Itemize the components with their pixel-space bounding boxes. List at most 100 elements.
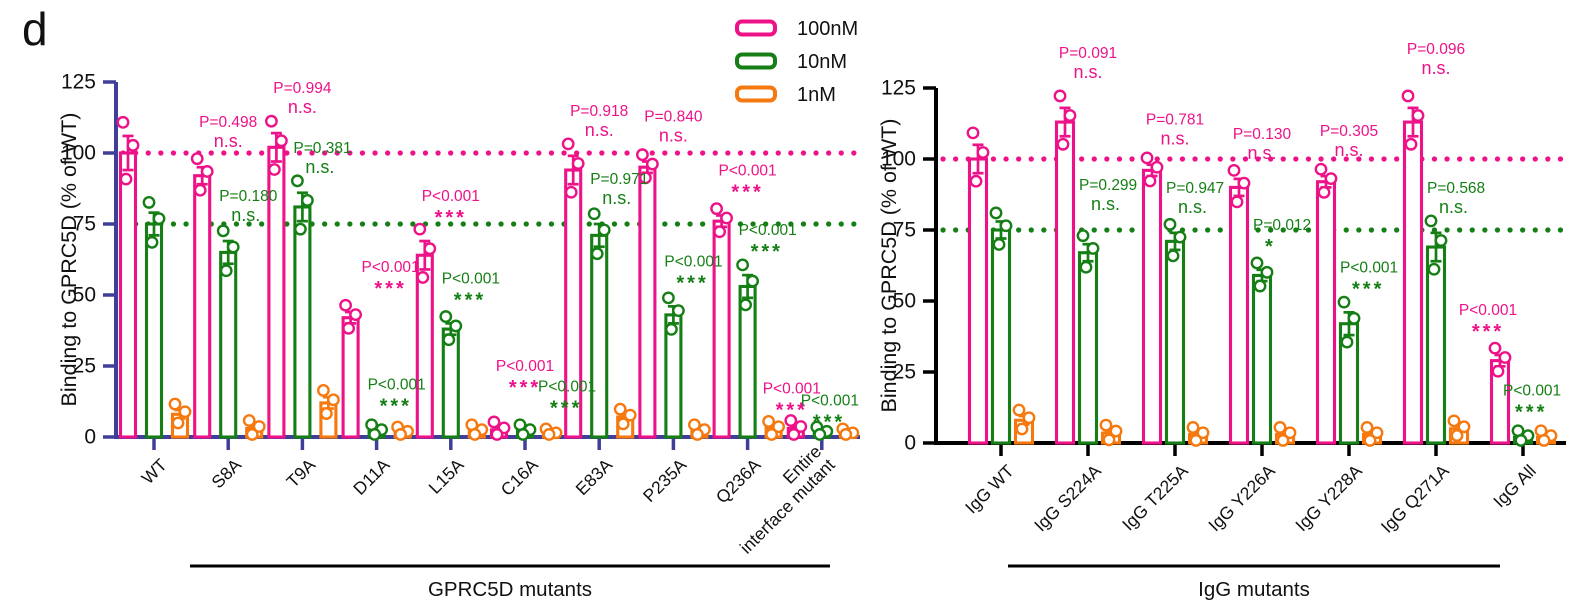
- data-point-3: [1340, 335, 1354, 349]
- annotation-100nm-entire-interface-mutant: P<0.001 ***: [763, 381, 821, 422]
- bar-group-10nm-igg-q271a: [1424, 214, 1448, 445]
- data-point-2: [623, 408, 637, 422]
- legend-label-1nm: 1nM: [797, 84, 836, 106]
- y-tick-label-50: 50: [893, 290, 916, 313]
- data-point-3: [787, 428, 801, 441]
- data-point-3: [739, 298, 752, 312]
- p-value: P=0.299: [1079, 177, 1137, 194]
- bar-group-1nm-t9a: [316, 384, 340, 439]
- data-point-2: [1237, 176, 1251, 190]
- data-point-1: [762, 415, 775, 428]
- bar-group-1nm-igg-t225a: [1186, 421, 1210, 447]
- x-category-label-q236a: Q236A: [712, 454, 765, 507]
- data-point-1: [989, 206, 1003, 220]
- bar-group-1nm-c16a: [539, 422, 563, 441]
- significance-stars: ***: [509, 377, 541, 399]
- annotation-10nm-igg-y228a: P<0.001 ***: [1340, 259, 1398, 300]
- x-category-label-p235a: P235A: [639, 454, 691, 506]
- data-point-3: [1491, 364, 1505, 378]
- bar-group-10nm-igg-y226a: [1250, 256, 1274, 445]
- data-point-3: [219, 264, 233, 278]
- bar-group-100nm-wt: [116, 115, 140, 439]
- data-point-3: [813, 428, 827, 441]
- data-point-1: [339, 298, 352, 312]
- x-category-label-line: P235A: [639, 454, 691, 506]
- data-point-2: [646, 157, 659, 171]
- data-point-3: [490, 428, 504, 441]
- data-point-3: [267, 163, 281, 176]
- data-point-3: [590, 247, 604, 261]
- bar-group-100nm-s8a: [190, 152, 214, 439]
- x-category-label-line: IgG All: [1489, 461, 1540, 512]
- bar-group-1nm-l15a: [465, 418, 489, 441]
- data-point-1: [316, 384, 330, 397]
- p-value: P=0.096: [1407, 41, 1465, 58]
- p-value: P=0.012: [1253, 217, 1311, 234]
- data-point-3: [245, 428, 259, 441]
- data-point-2: [1196, 426, 1210, 440]
- bar-group-10nm-t9a: [290, 174, 314, 439]
- bar-group-1nm-wt: [168, 397, 192, 439]
- bar-group-1nm-s8a: [242, 414, 266, 441]
- data-point-2: [152, 212, 166, 226]
- bar-group-10nm-igg-all: [1511, 424, 1535, 447]
- x-category-label-wt: WT: [137, 454, 171, 488]
- group-wt: WT: [116, 115, 192, 488]
- bar-100nm-igg-q271a: [1402, 120, 1424, 445]
- legend-key-1nm: [735, 85, 777, 103]
- data-point-1: [1163, 217, 1177, 231]
- bar-10nm-wt: [144, 222, 164, 439]
- x-category-label-igg-all: IgG All: [1489, 461, 1540, 512]
- bar-10nm-igg-wt: [990, 228, 1012, 445]
- annotation-10nm-c16a: P<0.001 ***: [538, 378, 596, 419]
- data-point-2: [252, 420, 266, 433]
- significance-ns: n.s.: [288, 97, 317, 117]
- bar-10nm-t9a: [293, 205, 312, 439]
- panel-label: d: [22, 3, 48, 55]
- significance-stars: ***: [776, 400, 808, 422]
- significance-ns: n.s.: [1247, 143, 1276, 163]
- data-point-3: [691, 428, 704, 441]
- significance-ns: n.s.: [585, 120, 614, 140]
- data-point-3: [1253, 279, 1267, 293]
- p-value: P<0.001: [801, 392, 859, 409]
- data-point-3: [1363, 434, 1377, 447]
- p-value: P=0.568: [1427, 180, 1485, 197]
- significance-stars: ***: [813, 411, 845, 433]
- data-point-2: [178, 405, 192, 419]
- data-point-2: [326, 393, 340, 407]
- significance-stars: ***: [550, 397, 582, 419]
- bar-group-100nm-igg-t225a: [1140, 151, 1164, 445]
- data-point-2: [449, 319, 463, 333]
- data-point-2: [1370, 426, 1384, 440]
- data-point-2: [1173, 230, 1187, 244]
- bar-100nm-wt: [118, 151, 138, 439]
- group-p235a: P235A: [636, 148, 711, 506]
- p-value: P<0.001: [496, 358, 554, 375]
- significance-stars: ***: [374, 278, 406, 300]
- annotation-10nm-l15a: P<0.001 ***: [442, 270, 500, 311]
- data-point-2: [999, 219, 1013, 233]
- bar-group-100nm-igg-wt: [966, 126, 990, 445]
- bar-100nm-igg-t225a: [1141, 168, 1163, 445]
- x-category-label-line: IgG Q271A: [1377, 460, 1453, 536]
- y-tick-label-25: 25: [73, 355, 96, 378]
- x-category-label-line: E83A: [572, 454, 617, 499]
- data-point-3: [394, 428, 407, 441]
- data-point-1: [1488, 341, 1502, 355]
- data-point-3: [516, 428, 530, 441]
- data-point-1: [1273, 421, 1287, 434]
- bar-group-10nm-igg-t225a: [1163, 217, 1187, 445]
- data-point-1: [142, 196, 156, 209]
- bar-group-100nm-igg-y226a: [1227, 163, 1251, 445]
- bar-group-1nm-q236a: [762, 415, 785, 441]
- x-category-label-line: IgG Y226A: [1204, 460, 1279, 535]
- data-point-2: [1022, 411, 1036, 425]
- x-category-label-s8a: S8A: [207, 454, 245, 492]
- significance-ns: n.s.: [659, 126, 688, 146]
- x-category-label-line: IgG WT: [961, 460, 1018, 517]
